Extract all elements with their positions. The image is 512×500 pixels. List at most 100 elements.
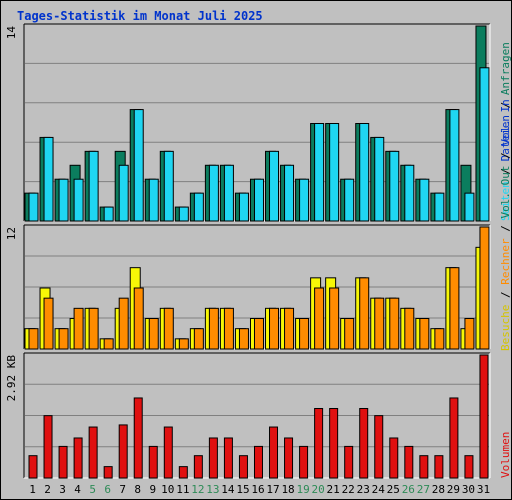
middle-bar-rechner-9 (148, 318, 159, 350)
top-bar-dateien-21 (329, 123, 340, 222)
x-tick-label: 22 (342, 483, 355, 496)
x-tick-label: 13 (206, 483, 219, 496)
bottom-bar-volumen-23 (359, 407, 369, 479)
bottom-bar-volumen-1 (28, 455, 38, 479)
top-bar-dateien-15 (238, 192, 249, 222)
x-tick-label: 7 (119, 483, 126, 496)
top-bar-dateien-29 (449, 109, 460, 222)
middle-bar-rechner-23 (359, 277, 370, 350)
top-bar-dateien-22 (344, 178, 355, 222)
bottom-bar-volumen-17 (269, 426, 279, 479)
x-tick-label: 1 (29, 483, 36, 496)
middle-bar-rechner-3 (58, 328, 69, 350)
x-tick-label: 19 (296, 483, 309, 496)
legend-separator: / (499, 146, 512, 166)
bottom-bar-volumen-8 (133, 397, 143, 479)
bottom-bar-volumen-11 (178, 466, 188, 479)
middle-bar-rechner-5 (88, 307, 99, 350)
top-bar-dateien-25 (389, 150, 400, 222)
top-bar-dateien-24 (374, 136, 385, 222)
top-bar-dateien-10 (163, 150, 174, 222)
bottom-bar-volumen-4 (73, 437, 83, 479)
x-tick-label: 14 (221, 483, 235, 496)
legend-separator: / (499, 285, 512, 305)
bottom-bar-volumen-10 (163, 426, 173, 479)
bottom-bar-volumen-18 (284, 437, 294, 479)
top-bar-dateien-26 (404, 164, 415, 222)
x-tick-label: 21 (327, 483, 340, 496)
top-bar-dateien-8 (133, 109, 144, 222)
bottom-bar-volumen-22 (344, 445, 354, 479)
x-tick-label: 16 (251, 483, 264, 496)
legend-separator: / (499, 95, 512, 115)
top-bar-dateien-11 (178, 206, 189, 222)
bottom-bar-volumen-29 (449, 397, 459, 479)
top-bar-dateien-27 (419, 178, 430, 222)
legend-item-volumen: Volumen (499, 432, 512, 478)
bottom-ymax-tick-label: 2.92 KB (5, 355, 18, 402)
middle-bar-rechner-21 (329, 287, 340, 350)
bottom-bar-volumen-2 (43, 415, 53, 479)
bottom-bar-volumen-31 (479, 354, 489, 479)
bottom-bar-volumen-13 (208, 437, 218, 479)
top-bar-dateien-2 (43, 136, 54, 222)
bottom-bar-volumen-16 (253, 445, 263, 479)
legend-item-dateien: Dateien (499, 115, 512, 161)
bottom-bar-volumen-5 (88, 426, 98, 479)
x-tick-label: 2 (44, 483, 51, 496)
x-tick-label: 23 (357, 483, 370, 496)
top-bar-dateien-4 (73, 178, 84, 222)
bottom-bar-volumen-15 (238, 455, 248, 479)
middle-bar-rechner-2 (43, 297, 54, 350)
middle-bar-rechner-31 (479, 226, 490, 350)
top-bar-dateien-28 (434, 192, 445, 222)
chart-title: Tages-Statistik im Monat Juli 2025 (17, 9, 263, 23)
bottom-bar-volumen-20 (314, 407, 324, 479)
middle-bar-rechner-17 (269, 307, 280, 350)
bottom-bar-volumen-26 (404, 445, 414, 479)
legend-separator: / (499, 161, 512, 181)
x-tick-label: 24 (372, 483, 386, 496)
middle-bar-rechner-24 (374, 297, 385, 350)
x-tick-label: 8 (134, 483, 141, 496)
x-tick-label: 18 (281, 483, 294, 496)
middle-bar-rechner-28 (434, 328, 445, 350)
bottom-bar-volumen-12 (193, 455, 203, 479)
middle-bar-rechner-4 (73, 307, 84, 350)
x-tick-label: 28 (432, 483, 445, 496)
x-tick-label: 31 (477, 483, 490, 496)
x-tick-label: 6 (104, 483, 111, 496)
middle-bar-rechner-1 (28, 328, 39, 350)
legend-separator: / (499, 219, 512, 239)
x-tick-label: 12 (191, 483, 204, 496)
x-tick-label: 11 (176, 483, 189, 496)
top-bar-dateien-18 (284, 164, 295, 222)
x-tick-label: 17 (266, 483, 279, 496)
top-bar-dateien-16 (253, 178, 264, 222)
legend-item-vol-out: Vol. Out (499, 166, 512, 219)
legend-item-anfragen: Anfragen (499, 42, 512, 95)
x-tick-label: 10 (161, 483, 174, 496)
middle-ymax-tick-label: 12 (5, 227, 18, 240)
bottom-bar-volumen-6 (103, 466, 113, 479)
middle-bar-rechner-26 (404, 307, 415, 350)
legend-item-vol-in: Vol. In (499, 99, 512, 145)
x-tick-label: 20 (312, 483, 325, 496)
bottom-bar-volumen-14 (223, 437, 233, 479)
x-tick-label: 4 (74, 483, 81, 496)
top-bar-dateien-17 (269, 150, 280, 222)
top-bar-dateien-20 (314, 123, 325, 222)
x-tick-label: 26 (402, 483, 415, 496)
top-bar-dateien-9 (148, 178, 159, 222)
middle-bar-rechner-25 (389, 297, 400, 350)
bottom-bar-volumen-27 (419, 455, 429, 479)
middle-bar-rechner-13 (208, 307, 219, 350)
middle-bar-rechner-6 (103, 338, 114, 350)
bottom-bar-volumen-3 (58, 445, 68, 479)
top-bar-dateien-23 (359, 123, 370, 222)
x-tick-label: 3 (59, 483, 66, 496)
legend-item-besuche: Besuche (499, 305, 512, 351)
top-bar-dateien-1 (28, 192, 39, 222)
legend-middle: Besuche / Rechner / Vol. Out / Vol. In (499, 99, 512, 351)
